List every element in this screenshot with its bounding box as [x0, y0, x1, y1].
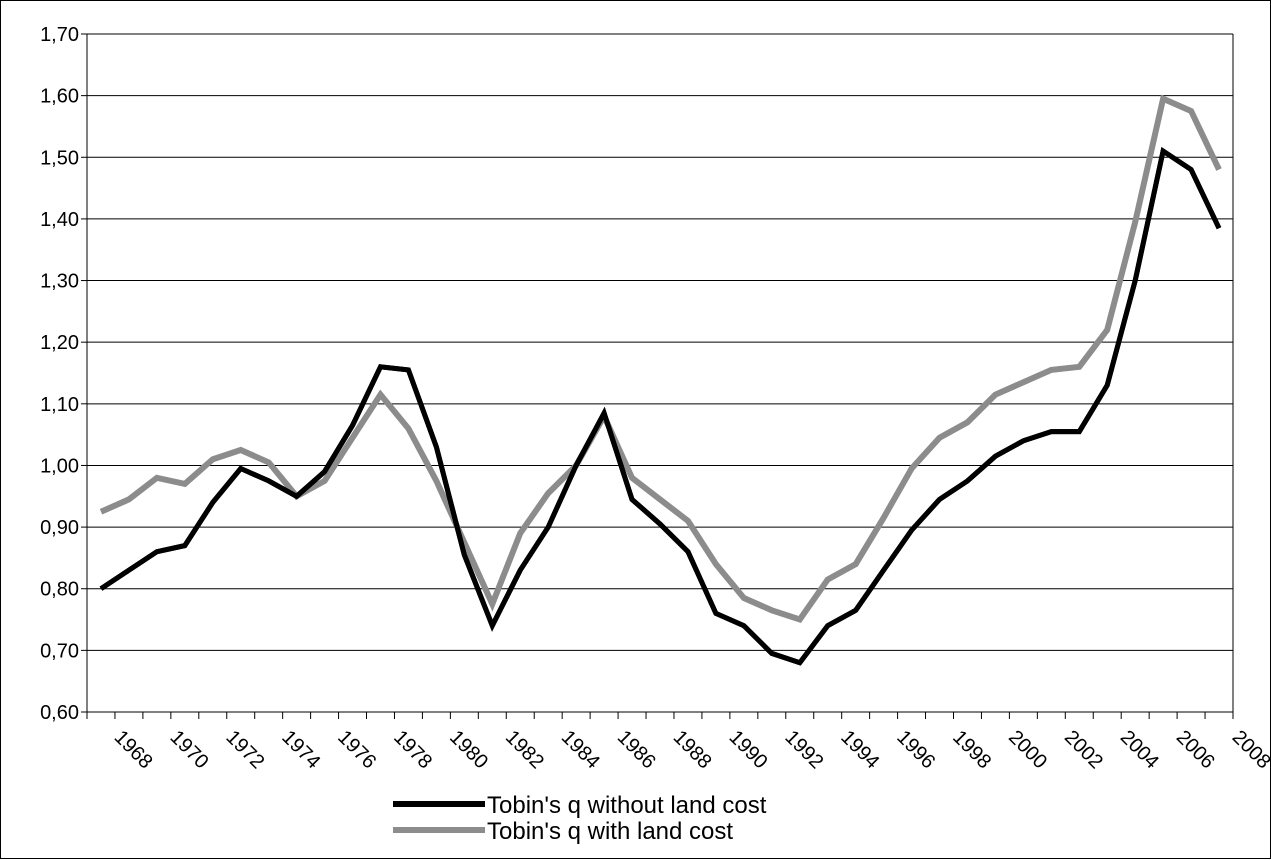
y-tick-label: 0,80 — [40, 579, 79, 601]
x-tick-label: 1996 — [892, 726, 939, 773]
y-tick-label: 0,70 — [40, 640, 79, 662]
x-tick-label: 2006 — [1172, 726, 1219, 773]
x-tick-label: 1978 — [389, 726, 436, 773]
series-line-without-land-cost-top — [99, 146, 1222, 666]
x-tick-label: 1986 — [613, 726, 660, 773]
x-tick-label: 2008 — [1228, 726, 1271, 773]
x-tick-label: 1982 — [501, 726, 548, 773]
x-tick-label: 1968 — [110, 726, 157, 773]
x-tick-label: 1992 — [780, 726, 827, 773]
plot-area — [87, 34, 1233, 712]
y-tick-label: 1,50 — [40, 147, 79, 169]
x-tick-label: 1976 — [333, 726, 380, 773]
x-tick-label: 1988 — [669, 726, 716, 773]
y-tick-label: 1,30 — [40, 271, 79, 293]
y-tick-label: 0,60 — [40, 702, 79, 724]
legend-label: Tobin's q without land cost — [487, 792, 767, 819]
legend-label: Tobin's q with land cost — [487, 818, 733, 845]
x-tick-label: 1990 — [725, 726, 772, 773]
series-line-with-land-cost — [99, 94, 1222, 624]
y-tick-label: 1,40 — [40, 209, 79, 231]
y-tick-label: 1,70 — [40, 24, 79, 46]
x-tick-label: 1998 — [948, 726, 995, 773]
x-tick-label: 1984 — [557, 726, 604, 773]
x-tick-label: 2000 — [1004, 726, 1051, 773]
x-tick-label: 1972 — [221, 726, 268, 773]
x-tick-label: 1974 — [277, 726, 324, 773]
x-tick-label: 1994 — [836, 726, 883, 773]
y-tick-label: 1,60 — [40, 86, 79, 108]
y-tick-label: 1,10 — [40, 394, 79, 416]
x-tick-label: 1970 — [166, 726, 213, 773]
y-tick-label: 0,90 — [40, 517, 79, 539]
x-tick-label: 2004 — [1116, 726, 1163, 773]
x-tick-label: 2002 — [1060, 726, 1107, 773]
x-tick-label: 1980 — [445, 726, 492, 773]
y-tick-label: 1,00 — [40, 455, 79, 477]
y-tick-label: 1,20 — [40, 332, 79, 354]
